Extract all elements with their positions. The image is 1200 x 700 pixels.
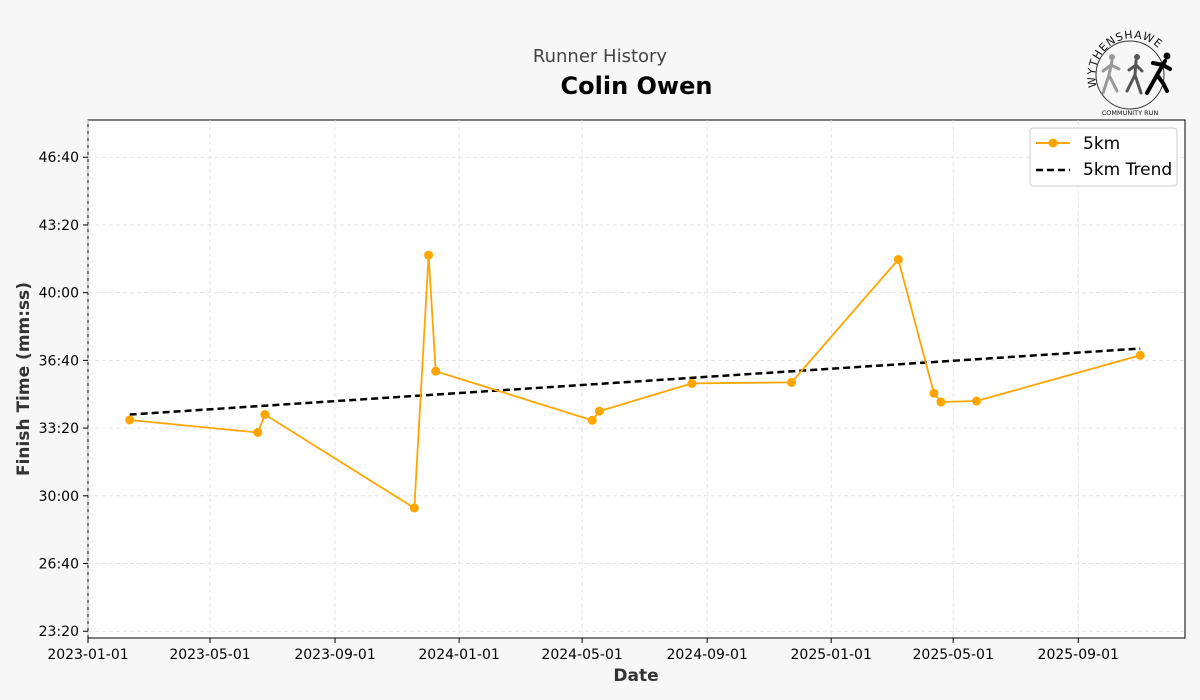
x-axis-ticks: 2023-01-01 2023-05-01 2023-09-01 2024-01-01… [47,638,1119,663]
data-point-5km [687,378,697,388]
y-tick-label: 33:20 [39,421,79,437]
grid-lines [87,120,1185,638]
data-point-5km [936,397,946,407]
data-point-5km [253,427,263,437]
y-tick-label: 36:40 [39,353,79,369]
x-tick-label: 2025-05-01 [913,647,994,663]
data-point-5km [424,250,434,260]
y-tick-label: 30:00 [39,489,79,505]
runners-logo-icon: WYTHENSHAWE COMMUNITY RUN [1085,28,1172,117]
chart-subtitle: Runner History [532,46,668,67]
data-point-5km [972,396,982,406]
data-point-5km [409,503,419,513]
legend-label-5km: 5km [1083,134,1120,154]
legend-marker-5km [1048,138,1058,148]
x-axis-label: Date [613,666,658,686]
data-point-5km [1135,350,1145,360]
plot-area [87,119,1186,639]
y-tick-label: 23:20 [39,624,79,640]
x-tick-label: 2024-09-01 [666,647,747,663]
x-tick-label: 2025-09-01 [1038,647,1119,663]
legend: 5km 5km Trend [1029,127,1178,187]
logo-bottom-text: COMMUNITY RUN [1102,109,1159,117]
y-tick-label: 40:00 [39,286,79,302]
x-tick-label: 2023-05-01 [169,647,250,663]
x-tick-label: 2023-01-01 [47,647,128,663]
y-tick-label: 43:20 [39,218,79,234]
data-point-5km [893,254,903,264]
y-tick-label: 46:40 [39,150,79,166]
series-line-5km-trend [129,347,1141,416]
data-point-5km [260,410,270,420]
x-tick-label: 2023-09-01 [294,647,375,663]
x-tick-label: 2024-01-01 [418,647,499,663]
data-point-5km [594,406,604,416]
data-point-5km [787,377,797,387]
series-layer [125,250,1145,513]
data-point-5km [587,415,597,425]
data-point-5km [929,388,939,398]
chart-title: Colin Owen [560,72,713,100]
data-point-5km [125,415,135,425]
data-point-5km [431,366,441,376]
x-tick-label: 2025-01-01 [791,647,872,663]
y-axis-ticks: 23:20 26:40 30:00 33:20 36:40 40:00 43:20 46:40 [39,150,88,640]
x-tick-label: 2024-05-01 [541,647,622,663]
legend-label-trend: 5km Trend [1083,160,1172,180]
y-tick-label: 26:40 [39,557,79,573]
y-axis-label: Finish Time (mm:ss) [14,282,34,476]
